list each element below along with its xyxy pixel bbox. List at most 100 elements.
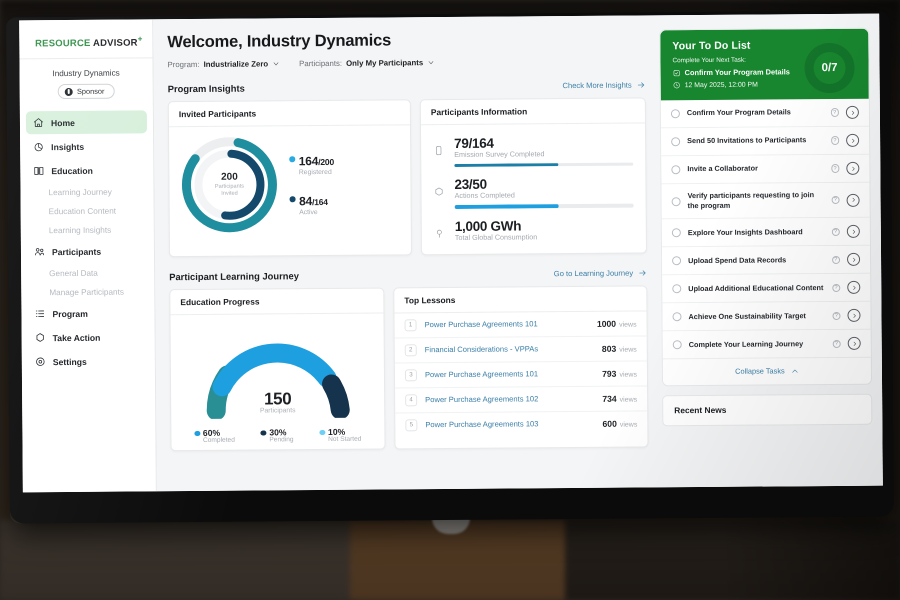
table-row[interactable]: 2 Financial Considerations - VPPAs 803 vi… bbox=[394, 336, 647, 364]
sidebar-item-manage-participants[interactable]: Manage Participants bbox=[49, 287, 124, 298]
sidebar-item-label: Home bbox=[50, 117, 75, 128]
lesson-name-link[interactable]: Power Purchase Agreements 101 bbox=[424, 319, 538, 330]
help-icon[interactable]: ? bbox=[831, 311, 841, 321]
sidebar: RESOURCE ADVISOR+ Industry Dynamics Spon… bbox=[19, 19, 157, 493]
task-label: Upload Additional Educational Content bbox=[688, 282, 824, 293]
lesson-views-count: 1000 bbox=[596, 318, 617, 329]
task-open-button[interactable] bbox=[847, 337, 861, 351]
todo-next-task[interactable]: Confirm Your Program Details bbox=[673, 67, 857, 77]
check-more-insights-link[interactable]: Check More Insights bbox=[562, 80, 645, 90]
task-open-button[interactable] bbox=[847, 309, 861, 323]
task-open-button[interactable] bbox=[846, 225, 860, 239]
card-title: Participants Information bbox=[420, 98, 645, 126]
task-open-button[interactable] bbox=[846, 133, 860, 147]
education-gauge-chart: 150 Participants bbox=[187, 321, 368, 421]
task-open-button[interactable] bbox=[845, 105, 859, 119]
task-open-button[interactable] bbox=[847, 281, 861, 295]
sidebar-item-learning-insights[interactable]: Learning Insights bbox=[48, 225, 112, 236]
main-area: Welcome, Industry Dynamics Program: Indu… bbox=[153, 13, 883, 492]
list-item[interactable]: Upload Additional Educational Content ? bbox=[662, 274, 871, 304]
section-title: Program Insights bbox=[167, 82, 245, 95]
table-row[interactable]: 3 Power Purchase Agreements 101 793 views bbox=[394, 361, 648, 389]
help-icon[interactable]: ? bbox=[831, 195, 840, 205]
list-item[interactable]: Achieve One Sustainability Target ? bbox=[662, 302, 871, 332]
help-icon[interactable]: ? bbox=[830, 108, 839, 117]
lesson-views: 1000 views bbox=[597, 318, 637, 328]
lesson-name-link[interactable]: Power Purchase Agreements 101 bbox=[424, 369, 539, 380]
lesson-name-link[interactable]: Financial Considerations - VPPAs bbox=[424, 344, 539, 355]
task-checkbox[interactable] bbox=[672, 340, 682, 350]
legend-dot bbox=[289, 196, 296, 202]
app-logo[interactable]: RESOURCE ADVISOR+ bbox=[19, 25, 153, 60]
sidebar-item-take-action[interactable]: Take Action bbox=[28, 326, 149, 350]
task-checkbox[interactable] bbox=[671, 228, 681, 238]
sidebar-item-insights[interactable]: Insights bbox=[26, 135, 147, 159]
task-checkbox[interactable] bbox=[670, 109, 680, 119]
lesson-name-link[interactable]: Power Purchase Agreements 103 bbox=[425, 419, 539, 430]
take-action-icon bbox=[35, 332, 46, 343]
sponsor-badge[interactable]: Sponsor bbox=[57, 83, 115, 100]
table-row[interactable]: 1 Power Purchase Agreements 101 1000 view… bbox=[394, 311, 647, 339]
task-checkbox[interactable] bbox=[671, 137, 681, 147]
go-to-learning-journey-link[interactable]: Go to Learning Journey bbox=[554, 268, 647, 278]
sidebar-item-settings[interactable]: Settings bbox=[28, 350, 149, 374]
sidebar-item-learning-journey[interactable]: Learning Journey bbox=[48, 187, 112, 198]
task-label: Invite a Collaborator bbox=[687, 163, 758, 174]
lesson-rank: 5 bbox=[405, 419, 418, 432]
help-icon[interactable]: ? bbox=[830, 164, 840, 173]
sidebar-item-home[interactable]: Home bbox=[25, 110, 148, 135]
invited-body: 200 Participants Invited bbox=[169, 125, 411, 249]
legend-value-total: /200 bbox=[318, 156, 334, 168]
right-rail: Your To Do List Complete Your Next Task:… bbox=[655, 14, 883, 488]
legend-item-completed: 60% Completed bbox=[194, 427, 235, 444]
help-icon[interactable]: ? bbox=[831, 227, 840, 237]
participants-filter[interactable]: Participants: Only My Participants bbox=[299, 58, 434, 68]
sidebar-item-education-content[interactable]: Education Content bbox=[48, 206, 117, 217]
sidebar-item-general-data[interactable]: General Data bbox=[49, 268, 98, 279]
list-item[interactable]: Invite a Collaborator ? bbox=[661, 154, 870, 185]
task-label: Complete Your Learning Journey bbox=[688, 339, 804, 349]
task-checkbox[interactable] bbox=[671, 165, 681, 175]
filters-bar: Program: Industrialize Zero Participants… bbox=[167, 56, 645, 69]
task-checkbox[interactable] bbox=[672, 312, 682, 322]
task-checkbox[interactable] bbox=[672, 256, 682, 266]
table-row[interactable]: 4 Power Purchase Agreements 102 734 views bbox=[395, 386, 648, 414]
section-title: Participant Learning Journey bbox=[169, 269, 299, 282]
todo-due-label: 12 May 2025, 12:00 PM bbox=[684, 81, 758, 89]
collapse-tasks-button[interactable]: Collapse Tasks bbox=[663, 358, 871, 386]
sidebar-item-participants[interactable]: Participants bbox=[27, 240, 148, 264]
sidebar-item-education[interactable]: Education bbox=[26, 159, 147, 183]
participants-information-body: 79/164 Emission Survey Completed bbox=[421, 123, 646, 254]
lesson-name-link[interactable]: Power Purchase Agreements 102 bbox=[425, 394, 539, 405]
help-icon[interactable]: ? bbox=[831, 255, 841, 265]
list-item[interactable]: Upload Spend Data Records ? bbox=[661, 246, 871, 276]
table-row[interactable]: 5 Power Purchase Agreements 103 600 views bbox=[395, 411, 647, 437]
task-checkbox[interactable] bbox=[672, 284, 682, 294]
task-checkbox[interactable] bbox=[671, 196, 681, 206]
gauge-label: Participants bbox=[259, 407, 296, 415]
app-root: RESOURCE ADVISOR+ Industry Dynamics Spon… bbox=[19, 13, 883, 493]
gauge-center-text: 150 Participants bbox=[188, 388, 368, 414]
list-item[interactable]: Send 50 Invitations to Participants ? bbox=[661, 126, 870, 157]
program-filter-value: Industrialize Zero bbox=[203, 59, 269, 69]
help-icon[interactable]: ? bbox=[832, 339, 841, 349]
task-open-button[interactable] bbox=[846, 193, 860, 207]
legend-value: 84/164 bbox=[299, 194, 328, 208]
info-row-global-consumption: 1,000 GWh Total Global Consumption bbox=[432, 216, 636, 244]
list-item[interactable]: Verify participants requesting to join t… bbox=[661, 182, 870, 220]
task-open-button[interactable] bbox=[846, 161, 860, 175]
list-item[interactable]: Complete Your Learning Journey ? bbox=[662, 330, 871, 360]
help-icon[interactable]: ? bbox=[830, 136, 840, 145]
logo-resource: RESOURCE bbox=[35, 37, 91, 50]
sidebar-item-program[interactable]: Program bbox=[27, 302, 148, 326]
program-filter[interactable]: Program: Industrialize Zero bbox=[167, 59, 279, 69]
list-item[interactable]: Confirm Your Program Details ? bbox=[660, 98, 870, 129]
collapse-tasks-label: Collapse Tasks bbox=[735, 366, 785, 377]
education-progress-body: 150 Participants 60% C bbox=[170, 313, 384, 450]
task-label: Achieve One Sustainability Target bbox=[688, 311, 807, 321]
task-open-button[interactable] bbox=[847, 253, 861, 267]
lesson-views-count: 803 bbox=[601, 343, 617, 354]
list-item[interactable]: Explore Your Insights Dashboard ? bbox=[661, 218, 870, 248]
help-icon[interactable]: ? bbox=[831, 283, 841, 293]
